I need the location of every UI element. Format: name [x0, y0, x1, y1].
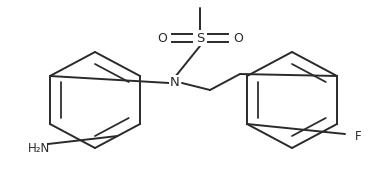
Text: S: S [196, 31, 204, 45]
Text: O: O [157, 31, 167, 45]
Text: N: N [170, 77, 180, 89]
Text: F: F [355, 129, 362, 143]
Text: H₂N: H₂N [28, 141, 50, 155]
Text: O: O [233, 31, 243, 45]
